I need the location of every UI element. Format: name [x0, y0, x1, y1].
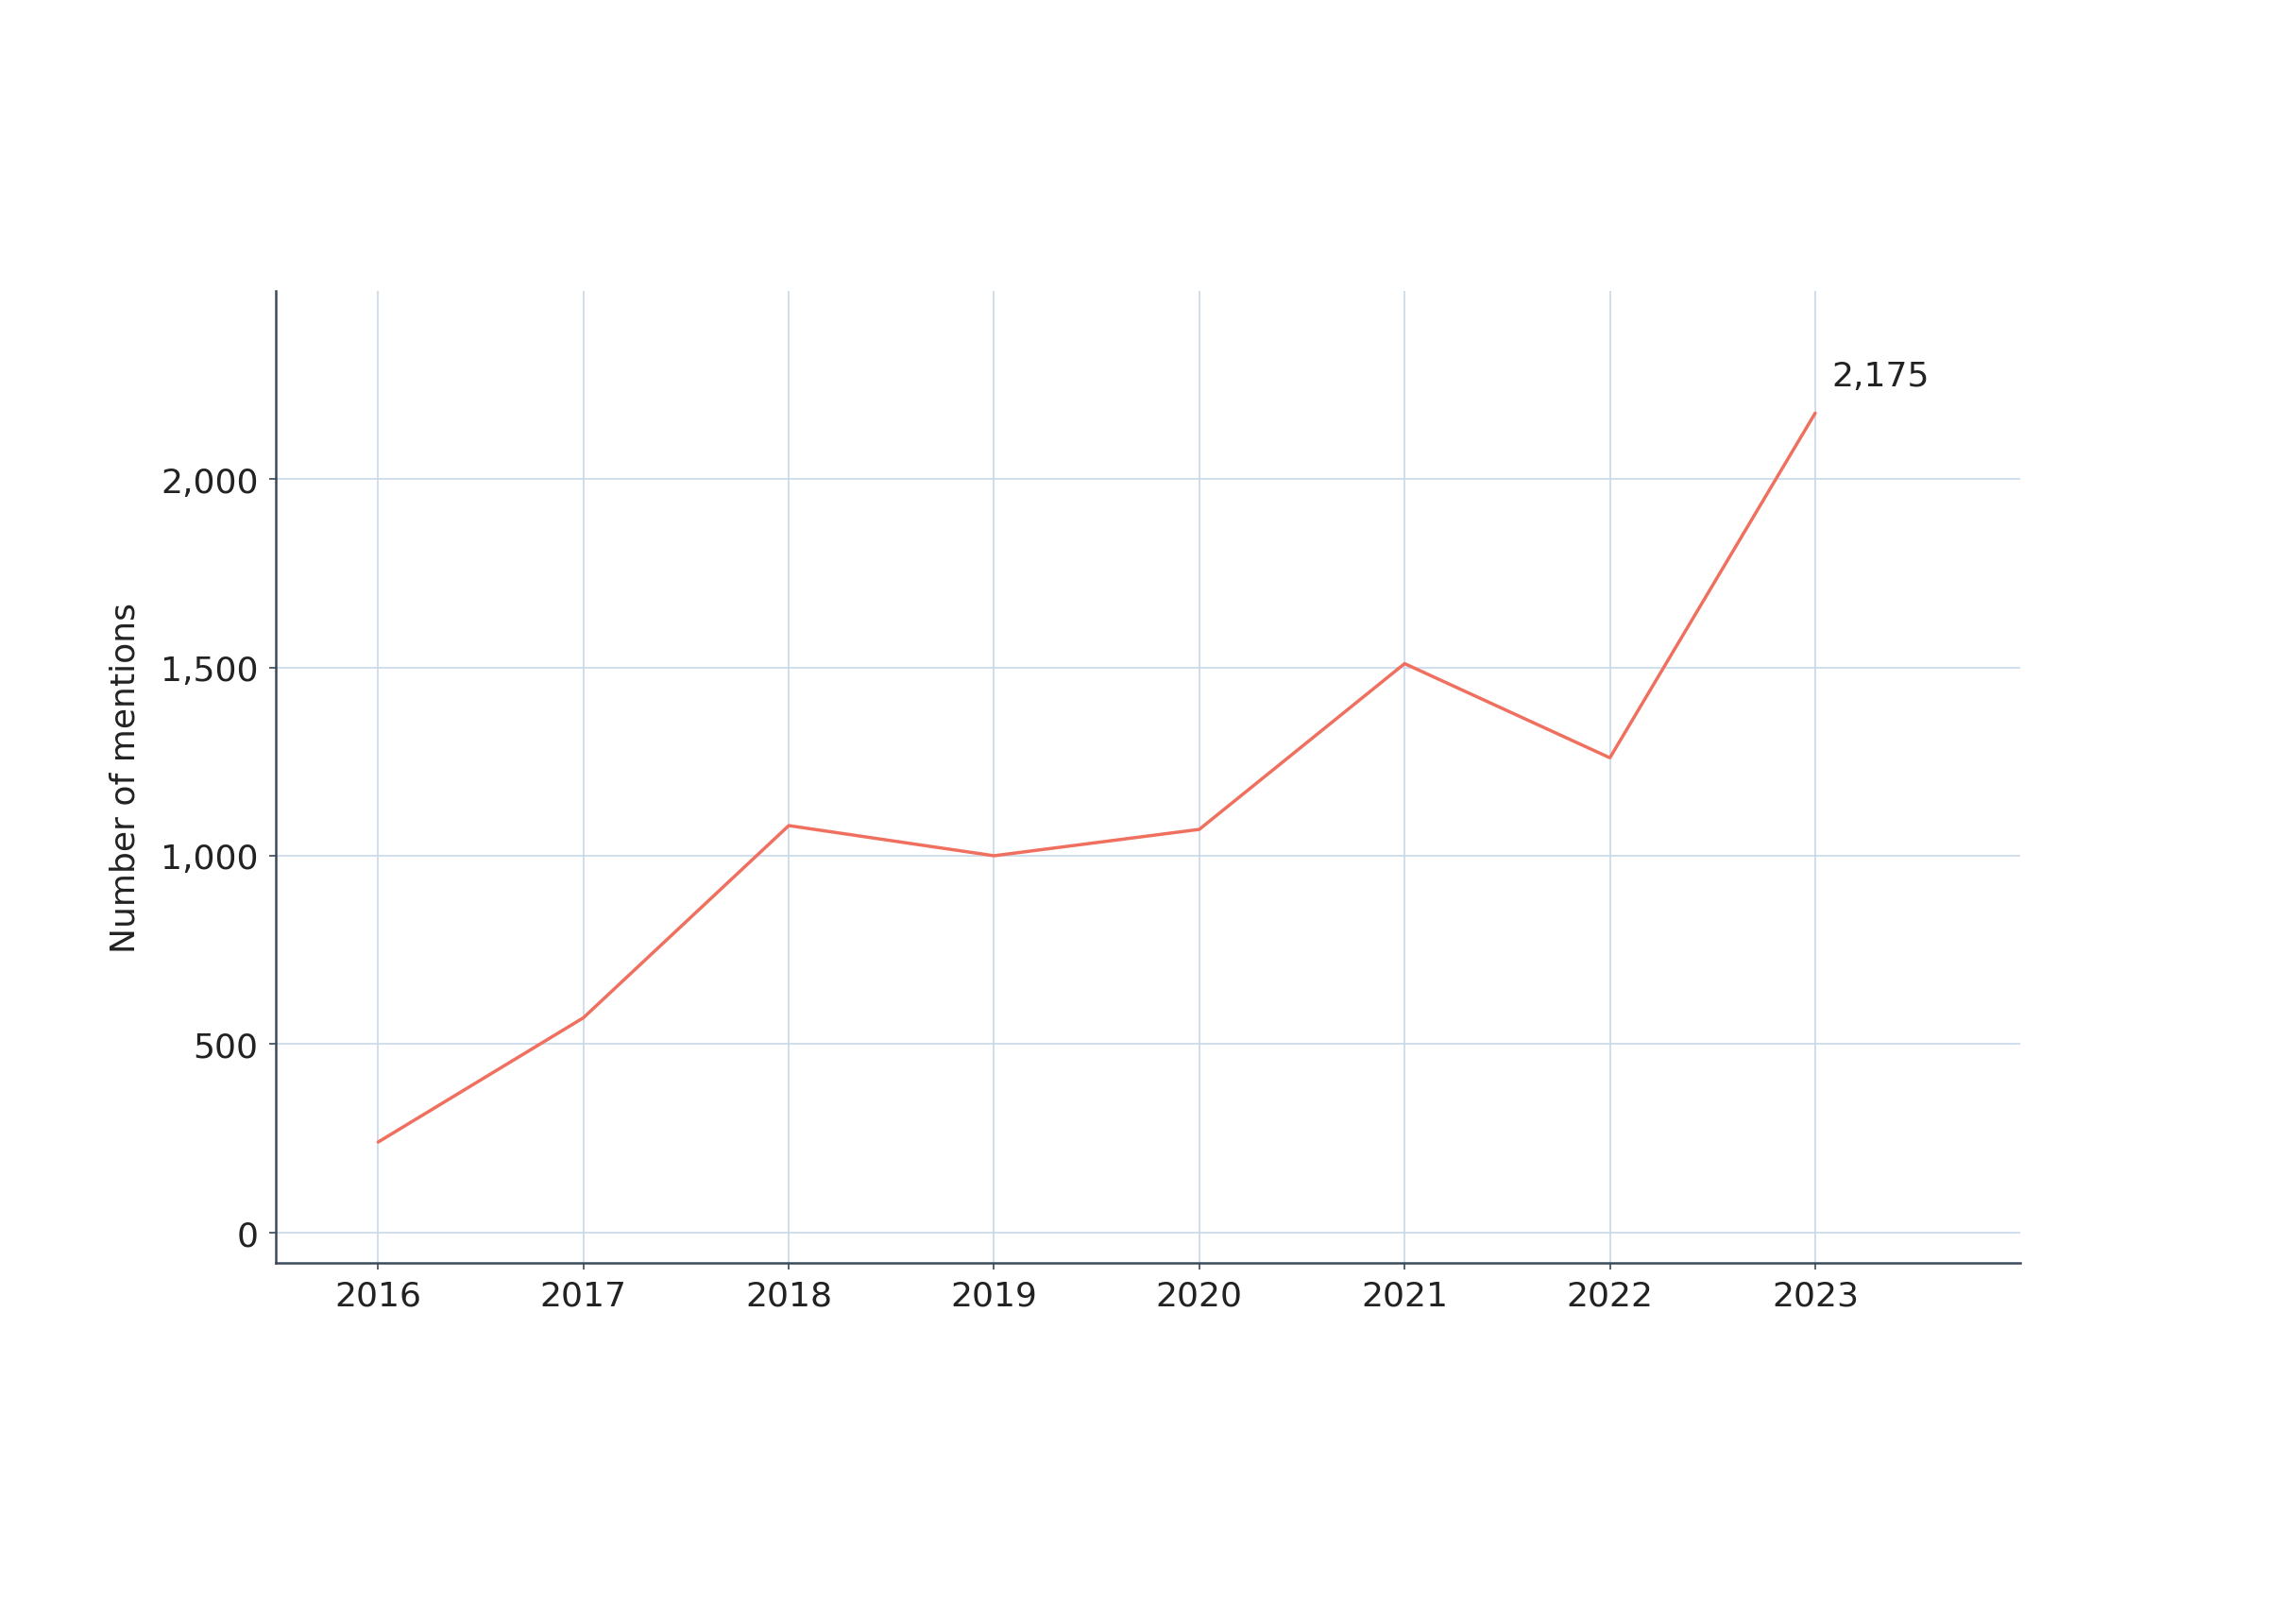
Y-axis label: Number of mentions: Number of mentions: [108, 602, 140, 952]
Text: 2,175: 2,175: [1832, 361, 1929, 393]
